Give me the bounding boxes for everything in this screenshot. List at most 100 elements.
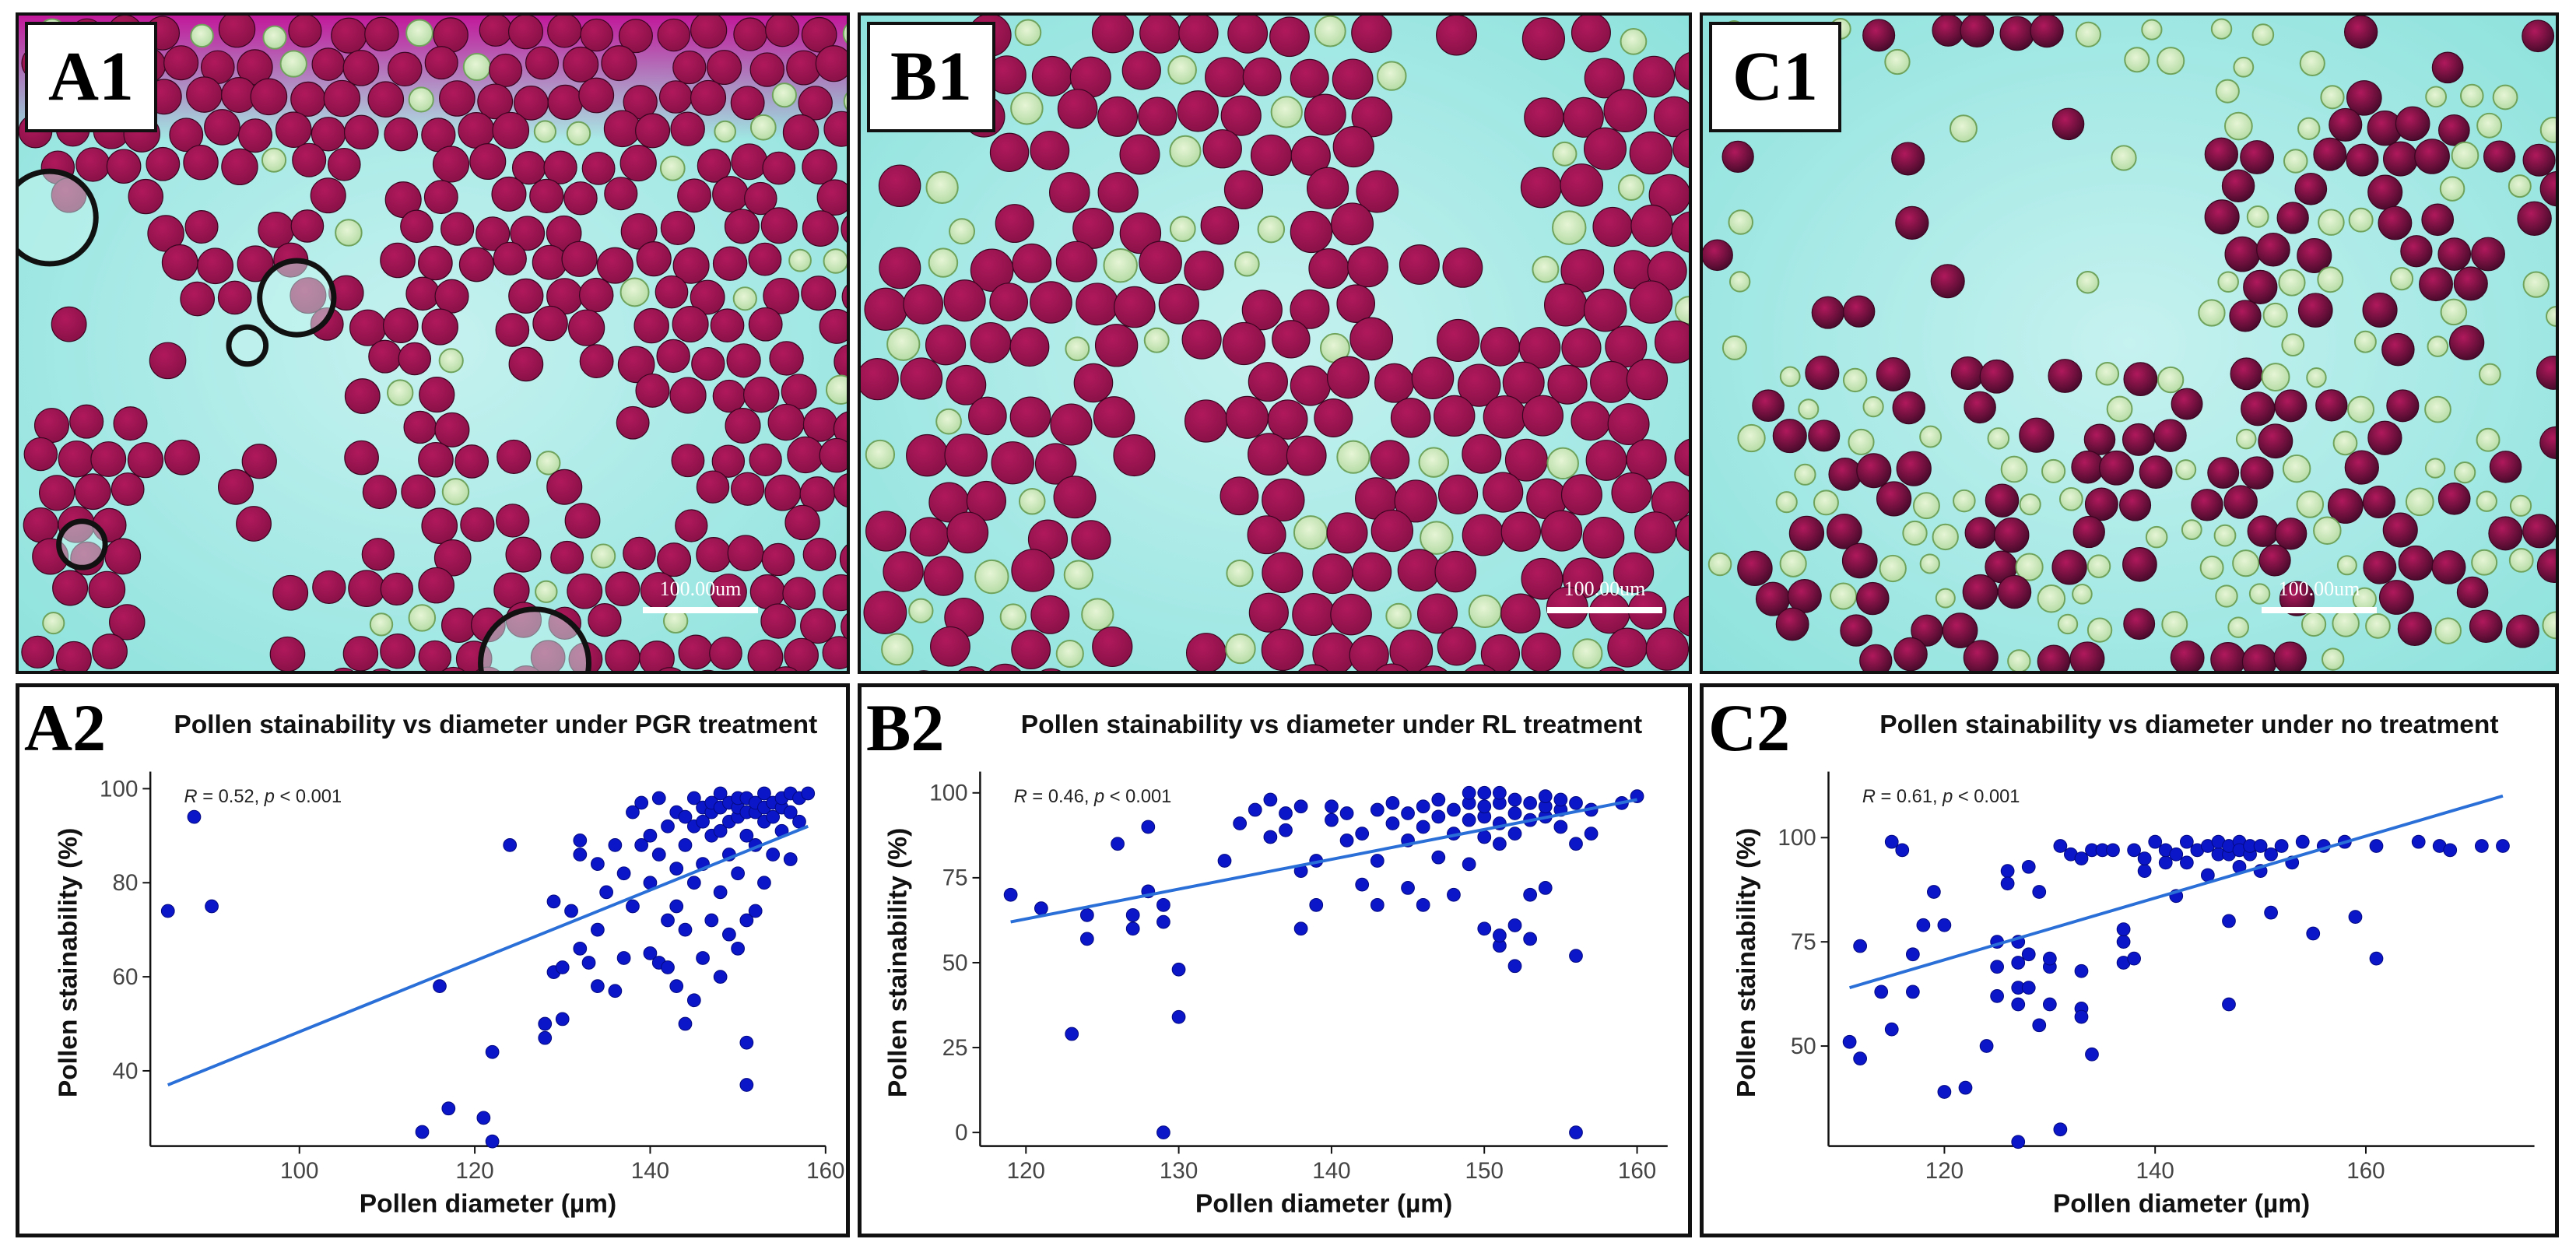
stained-pollen-grain	[730, 86, 765, 121]
stained-pollen-grain	[2223, 485, 2258, 519]
stained-pollen-grain	[1009, 327, 1050, 367]
stained-pollen-grain	[2240, 140, 2275, 174]
x-tick-label: 100	[280, 1158, 318, 1184]
stained-pollen-grain	[1290, 135, 1331, 176]
stained-pollen-grain	[163, 45, 199, 81]
data-point	[2264, 905, 2278, 920]
stained-pollen-grain	[331, 17, 367, 54]
unstained-pollen-grain	[2086, 554, 2111, 578]
stained-pollen-grain	[380, 634, 416, 669]
scatter-chart-rl: Pollen stainability vs diameter under RL…	[884, 711, 1668, 1218]
stained-pollen-grain	[149, 342, 187, 380]
stained-pollen-grain	[2344, 450, 2379, 485]
unstained-pollen-grain	[2332, 430, 2358, 456]
x-tick-label: 140	[1312, 1158, 1350, 1184]
data-point	[2306, 926, 2321, 941]
unstained-pollen-grain	[999, 603, 1027, 630]
stained-pollen-grain	[2327, 488, 2364, 524]
data-point	[1325, 813, 1339, 827]
data-point	[1416, 897, 1430, 912]
data-point	[1553, 820, 1568, 834]
stained-pollen-grain	[2118, 489, 2152, 521]
unstained-pollen-grain	[1912, 492, 1940, 520]
stained-pollen-grain	[616, 405, 650, 440]
stained-pollen-grain	[311, 47, 346, 81]
unstained-pollen-grain	[1775, 491, 1798, 514]
stained-pollen-grain	[23, 437, 58, 472]
stained-pollen-grain	[733, 17, 767, 51]
stained-pollen-grain	[489, 53, 523, 87]
stained-pollen-grain	[657, 18, 691, 52]
data-point	[1248, 802, 1262, 817]
data-point	[608, 838, 623, 852]
unstained-pollen-grain	[1902, 520, 1928, 546]
data-point	[783, 852, 798, 866]
data-point	[1111, 837, 1125, 851]
y-tick-label: 50	[942, 950, 968, 976]
data-point	[1523, 887, 1537, 902]
data-point	[661, 913, 675, 928]
data-point	[1584, 827, 1599, 841]
stained-pollen-grain	[2171, 388, 2203, 420]
stained-pollen-grain	[656, 339, 690, 374]
stained-pollen-grain	[1092, 626, 1133, 668]
stained-pollen-grain	[1721, 140, 1754, 173]
stained-pollen-grain	[1703, 239, 1733, 272]
stained-pollen-grain	[477, 83, 514, 120]
stained-pollen-grain	[2051, 107, 2085, 141]
stained-pollen-grain	[1599, 666, 1625, 671]
x-axis-label: Pollen diameter (µm)	[1195, 1189, 1452, 1218]
y-axis-label: Pollen stainability (%)	[54, 828, 83, 1097]
unstained-pollen-grain	[908, 598, 934, 623]
stained-pollen-grain	[1434, 395, 1476, 437]
stained-pollen-grain	[384, 117, 419, 152]
stained-pollen-grain	[398, 342, 432, 376]
stained-pollen-grain	[458, 112, 495, 149]
stained-pollen-grain	[989, 132, 1030, 172]
stained-pollen-grain	[774, 666, 798, 671]
data-point	[1293, 921, 1308, 936]
stained-pollen-grain	[333, 667, 354, 671]
stained-pollen-grain	[878, 164, 921, 207]
unstained-pollen-grain	[1707, 552, 1732, 577]
stained-pollen-grain	[995, 204, 1034, 244]
unstained-pollen-grain	[2199, 555, 2224, 580]
stained-pollen-grain	[833, 411, 847, 447]
stained-pollen-grain	[250, 78, 288, 116]
data-point	[2116, 922, 2131, 936]
stained-pollen-grain	[1862, 19, 1896, 52]
stained-pollen-grain	[418, 640, 452, 671]
unstained-pollen-grain	[2124, 47, 2150, 73]
stained-pollen-grain	[217, 280, 252, 315]
data-point	[2021, 859, 2036, 874]
unstained-pollen-grain	[1919, 425, 1943, 448]
stained-pollen-grain	[588, 603, 622, 637]
stained-pollen-grain	[879, 247, 921, 290]
stained-pollen-grain	[348, 570, 385, 607]
stained-pollen-grain	[2522, 514, 2556, 549]
stained-pollen-grain	[675, 509, 708, 542]
stained-pollen-grain	[2297, 293, 2333, 328]
unstained-pollen-grain	[1987, 427, 2010, 450]
data-point	[739, 1035, 754, 1050]
data-point	[1293, 799, 1308, 814]
unstained-pollen-grain	[1143, 327, 1170, 353]
stained-pollen-grain	[1876, 357, 1911, 391]
data-point	[1339, 806, 1354, 820]
stained-pollen-grain	[1502, 361, 1545, 404]
data-point	[2074, 851, 2089, 865]
unstained-pollen-grain	[1014, 19, 1042, 47]
unstained-pollen-grain	[1336, 440, 1370, 474]
stained-pollen-grain	[312, 570, 346, 605]
stained-pollen-grain	[782, 114, 819, 151]
stained-pollen-grain	[1592, 206, 1633, 247]
stained-pollen-grain	[930, 626, 970, 667]
stained-pollen-grain	[1290, 365, 1331, 406]
stained-pollen-grain	[1787, 579, 1822, 613]
stained-pollen-grain	[342, 50, 380, 86]
stained-pollen-grain	[2204, 199, 2240, 235]
stained-pollen-grain	[578, 277, 614, 313]
y-axis-label: Pollen stainability (%)	[1732, 828, 1761, 1097]
stained-pollen-grain	[1520, 167, 1562, 209]
stained-pollen-grain	[1184, 251, 1224, 291]
